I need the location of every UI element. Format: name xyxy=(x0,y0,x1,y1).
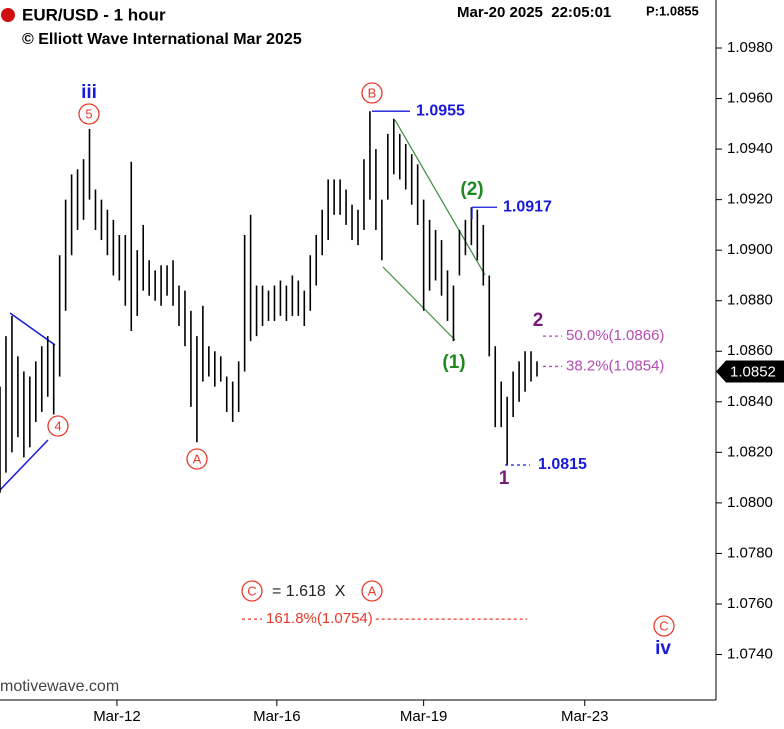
wave-label: A xyxy=(368,583,377,598)
wave-label: iii xyxy=(81,82,97,103)
level-label: 38.2%(1.0854) xyxy=(566,357,664,374)
wave-circle xyxy=(47,415,69,437)
wave-label: iv xyxy=(655,638,671,659)
level-label: 161.8%(1.0754) xyxy=(266,610,373,627)
triangle-line xyxy=(0,439,49,491)
wave-circle xyxy=(241,580,263,602)
timestamp: Mar-20 2025 22:05:01 xyxy=(457,4,611,21)
wave-label: C xyxy=(659,618,668,633)
level-label: 1.0917 xyxy=(503,198,552,215)
level-label: 50.0%(1.0866) xyxy=(566,327,664,344)
wave-circle xyxy=(653,615,675,637)
wave-circle xyxy=(361,82,383,104)
x-tick-label: Mar-19 xyxy=(400,708,448,725)
y-tick-label: 1.0960 xyxy=(727,90,773,107)
y-tick-label: 1.0860 xyxy=(727,342,773,359)
x-tick-label: Mar-23 xyxy=(561,708,609,725)
y-tick-label: 1.0800 xyxy=(727,494,773,511)
wave-circle xyxy=(186,448,208,470)
equation: = 1.618 X xyxy=(272,583,346,600)
y-tick-label: 1.0780 xyxy=(727,544,773,561)
status-dot xyxy=(1,8,15,22)
wave-label: 2 xyxy=(533,310,544,331)
wave-circle xyxy=(361,580,383,602)
level-label: 1.0955 xyxy=(416,102,465,119)
wave-label: (1) xyxy=(442,352,465,373)
y-tick-label: 1.0920 xyxy=(727,191,773,208)
wedge-line xyxy=(394,119,486,276)
x-tick-label: Mar-12 xyxy=(93,708,141,725)
wave-circle xyxy=(78,103,100,125)
y-tick-label: 1.0760 xyxy=(727,595,773,612)
y-tick-label: 1.0820 xyxy=(727,443,773,460)
drawings xyxy=(0,119,486,491)
wedge-line xyxy=(382,266,456,341)
wave-label: 4 xyxy=(54,418,61,433)
last-price-tag xyxy=(716,360,784,383)
copyright: © Elliott Wave International Mar 2025 xyxy=(22,31,302,48)
wave-label: A xyxy=(193,451,202,466)
y-tick-label: 1.0880 xyxy=(727,292,773,309)
wave-label: C xyxy=(247,583,256,598)
watermark: motivewave.com xyxy=(0,678,119,695)
wave-label: 1 xyxy=(499,468,510,489)
chart-title: EUR/USD - 1 hour xyxy=(22,5,166,24)
y-tick-label: 1.0900 xyxy=(727,241,773,258)
x-tick-label: Mar-16 xyxy=(253,708,301,725)
last-price-label: 1.0852 xyxy=(730,363,776,380)
y-tick-label: 1.0840 xyxy=(727,393,773,410)
price-header: P:1.0855 xyxy=(646,3,699,18)
wave-label: 5 xyxy=(85,106,92,121)
level-label: 1.0815 xyxy=(538,456,587,473)
wave-label: B xyxy=(368,85,377,100)
y-tick-label: 1.0740 xyxy=(727,645,773,662)
y-tick-label: 1.0940 xyxy=(727,140,773,157)
wave-label: (2) xyxy=(460,179,483,200)
y-tick-label: 1.0980 xyxy=(727,39,773,56)
